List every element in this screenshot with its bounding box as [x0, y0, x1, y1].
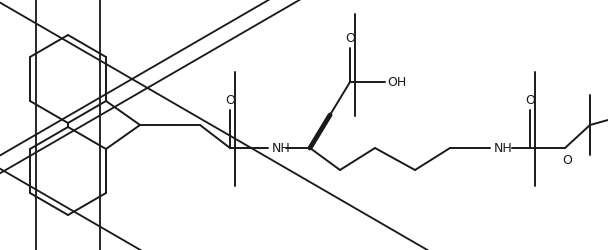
Text: O: O [525, 94, 535, 106]
Text: O: O [345, 32, 355, 44]
Text: O: O [225, 94, 235, 106]
Text: O: O [562, 154, 572, 166]
Text: NH: NH [494, 142, 513, 154]
Text: NH: NH [272, 142, 291, 154]
Text: OH: OH [387, 76, 406, 88]
